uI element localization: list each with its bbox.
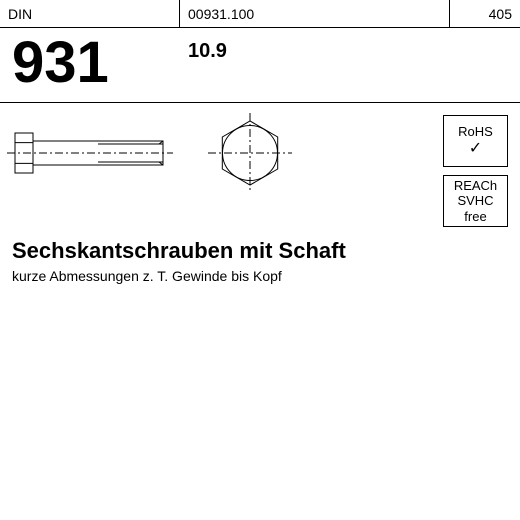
header-standard-label: DIN xyxy=(8,6,32,22)
header-standard: DIN xyxy=(0,0,180,27)
strength-grade: 10.9 xyxy=(188,40,227,63)
reach-line2: SVHC xyxy=(457,193,493,209)
product-subtitle: kurze Abmessungen z. T. Gewinde bis Kopf xyxy=(12,268,346,284)
header-code-label: 00931.100 xyxy=(188,6,254,22)
rohs-badge: RoHS ✓ xyxy=(443,115,508,167)
reach-line3: free xyxy=(464,209,486,225)
header-row: DIN 00931.100 405 xyxy=(0,0,520,28)
part-number: 931 xyxy=(12,34,109,92)
header-code: 00931.100 xyxy=(180,0,450,27)
diagram-area xyxy=(0,103,520,223)
header-variant: 405 xyxy=(450,0,520,27)
bolt-diagram xyxy=(0,103,420,223)
main-row: 931 10.9 xyxy=(0,28,520,103)
product-title: Sechskantschrauben mit Schaft xyxy=(12,238,346,264)
rohs-label: RoHS xyxy=(458,124,493,140)
compliance-badges: RoHS ✓ REACh SVHC free xyxy=(443,115,508,235)
check-icon: ✓ xyxy=(469,139,482,158)
title-block: Sechskantschrauben mit Schaft kurze Abme… xyxy=(12,238,346,284)
reach-badge: REACh SVHC free xyxy=(443,175,508,227)
reach-line1: REACh xyxy=(454,178,497,194)
header-variant-label: 405 xyxy=(489,6,512,22)
